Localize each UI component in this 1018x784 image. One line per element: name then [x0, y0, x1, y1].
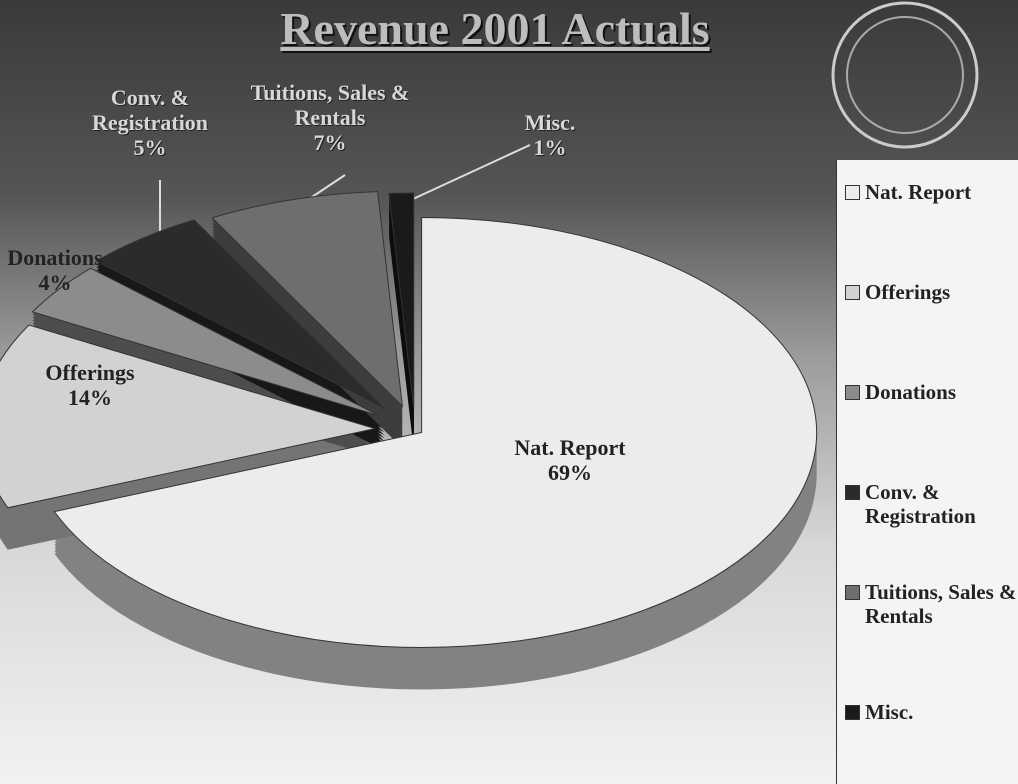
slice: [95, 219, 385, 409]
label-name: Nat. Report: [514, 435, 626, 460]
label-name: Misc.: [524, 110, 576, 135]
legend-label: Misc.: [865, 700, 914, 724]
data-label: Nat. Report 69%: [470, 435, 670, 485]
data-label: Tuitions, Sales & Rentals 7%: [230, 80, 430, 155]
legend-label: Offerings: [865, 280, 951, 304]
legend-entry: Tuitions, Sales & Rentals: [845, 580, 1018, 628]
label-name: Tuitions, Sales & Rentals: [250, 80, 410, 130]
chart-title: Revenue 2001 Actuals: [280, 3, 710, 54]
label-value: 4%: [38, 270, 72, 295]
legend-swatch: [845, 285, 860, 300]
data-label: Misc. 1%: [500, 110, 600, 160]
legend-label: Conv. & Registration: [865, 480, 976, 528]
slice: [0, 324, 376, 509]
slice: [53, 216, 818, 648]
label-name: Donations: [7, 245, 103, 270]
legend-entry: Offerings: [845, 280, 1018, 304]
legend-swatch: [845, 385, 860, 400]
seal: [831, 1, 979, 149]
legend-swatch: [845, 185, 860, 200]
data-label: Conv. & Registration 5%: [75, 85, 225, 160]
pie-chart: [0, 144, 818, 690]
label-value: 14%: [68, 385, 112, 410]
label-name: Offerings: [45, 360, 135, 385]
legend-label: Tuitions, Sales & Rentals: [865, 580, 1017, 628]
data-label: Donations 4%: [0, 245, 110, 295]
legend-swatch: [845, 705, 860, 720]
label-value: 5%: [133, 135, 167, 160]
data-label: Offerings 14%: [5, 360, 175, 410]
label-name: Conv. & Registration: [91, 85, 209, 135]
legend-label: Donations: [865, 380, 957, 404]
legend-entry: Donations: [845, 380, 1018, 404]
slice: [211, 191, 404, 408]
legend-entry: Nat. Report: [845, 180, 1018, 204]
slice: [31, 267, 379, 416]
label-value: 7%: [313, 130, 347, 155]
legend: Nat. Report Offerings Donations Conv. & Reg…: [836, 160, 1018, 784]
legend-label: Nat. Report: [865, 180, 972, 204]
seal: [846, 16, 964, 134]
legend-entry: Conv. & Registration: [845, 480, 1018, 528]
slice: [388, 192, 415, 409]
leader-line: [399, 144, 531, 206]
legend-entry: Misc.: [845, 700, 1018, 724]
legend-swatch: [845, 585, 860, 600]
label-value: 69%: [548, 460, 592, 485]
legend-swatch: [845, 485, 860, 500]
label-value: 1%: [533, 135, 567, 160]
